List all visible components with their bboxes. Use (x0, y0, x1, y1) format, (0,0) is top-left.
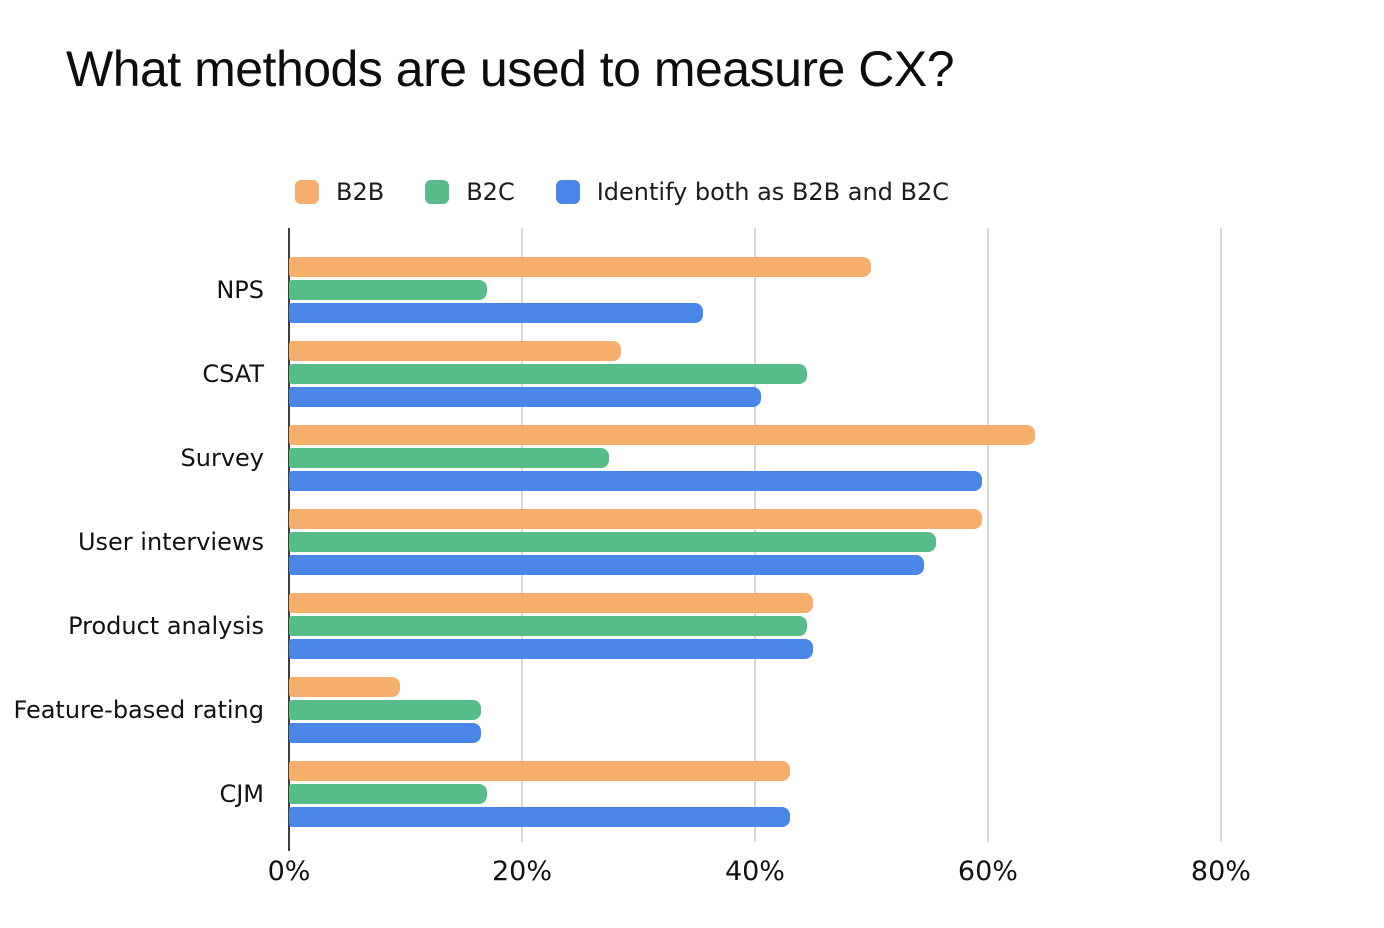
bar (289, 700, 481, 720)
bar-row-2 (289, 416, 1384, 500)
gridline-80 (1219, 228, 1222, 842)
bar (289, 761, 790, 781)
bar (289, 807, 790, 827)
legend-swatch (295, 180, 319, 204)
x-tick-label-80: 80% (1190, 856, 1251, 887)
bar-row-3 (289, 500, 1384, 584)
category-label: User interviews (77, 527, 264, 556)
bar (289, 532, 936, 552)
category-label: Product analysis (68, 611, 264, 640)
bar (289, 257, 871, 277)
bar (289, 341, 621, 361)
category-label: CSAT (202, 359, 264, 388)
legend-item-1: B2B (295, 178, 384, 206)
bar (289, 448, 609, 468)
bar (289, 593, 813, 613)
legend-label: B2B (336, 178, 385, 206)
category-label: NPS (216, 275, 264, 304)
bar-rows (289, 248, 1384, 836)
bar-group (289, 593, 1384, 659)
bar-group (289, 257, 1384, 323)
bar (289, 303, 703, 323)
legend-swatch (555, 180, 580, 204)
legend: B2B B2C Identify both as B2B and B2C (295, 178, 949, 206)
legend-label: B2C (466, 178, 515, 206)
category-label: Feature-based rating (13, 695, 264, 724)
bar-group (289, 425, 1384, 491)
zero-tick (288, 842, 290, 851)
x-axis-labels: 0% 20% 40% 60% 80% (268, 856, 1384, 896)
legend-label: Identify both as B2B and B2C (596, 178, 950, 206)
legend-item-3: Identify both as B2B and B2C (555, 178, 950, 206)
bar-group (289, 677, 1384, 743)
bar (289, 639, 813, 659)
chart-title: What methods are used to measure CX? (66, 41, 955, 97)
x-tick-label-0: 0% (267, 856, 311, 887)
bar-group (289, 509, 1384, 575)
bar-group (289, 761, 1384, 827)
x-tick-label-20: 20% (491, 856, 552, 887)
bar-row-5 (289, 668, 1384, 752)
bar (289, 784, 487, 804)
category-label: CJM (219, 779, 264, 808)
bar-chart: NPS CSAT Survey User interviews Product anal… (0, 220, 1384, 910)
x-tick-label-40: 40% (724, 856, 785, 887)
bar (289, 387, 761, 407)
x-tick-label-60: 60% (957, 856, 1018, 887)
legend-item-2: B2C (425, 178, 515, 206)
plot-area (288, 228, 1384, 851)
bar-row-0 (289, 248, 1384, 332)
category-label: Survey (180, 443, 264, 472)
bar-row-4 (289, 584, 1384, 668)
bar (289, 280, 487, 300)
bar (289, 425, 1035, 445)
bar-row-1 (289, 332, 1384, 416)
bar (289, 509, 982, 529)
bar-group (289, 341, 1384, 407)
category-axis-labels: NPS CSAT Survey User interviews Product anal… (0, 248, 277, 836)
gridline-60 (986, 228, 989, 842)
bar (289, 677, 400, 697)
bar (289, 616, 807, 636)
legend-swatch (425, 180, 450, 204)
bar (289, 555, 924, 575)
bar (289, 364, 807, 384)
bar (289, 471, 982, 491)
bar-row-6 (289, 752, 1384, 836)
bar (289, 723, 481, 743)
